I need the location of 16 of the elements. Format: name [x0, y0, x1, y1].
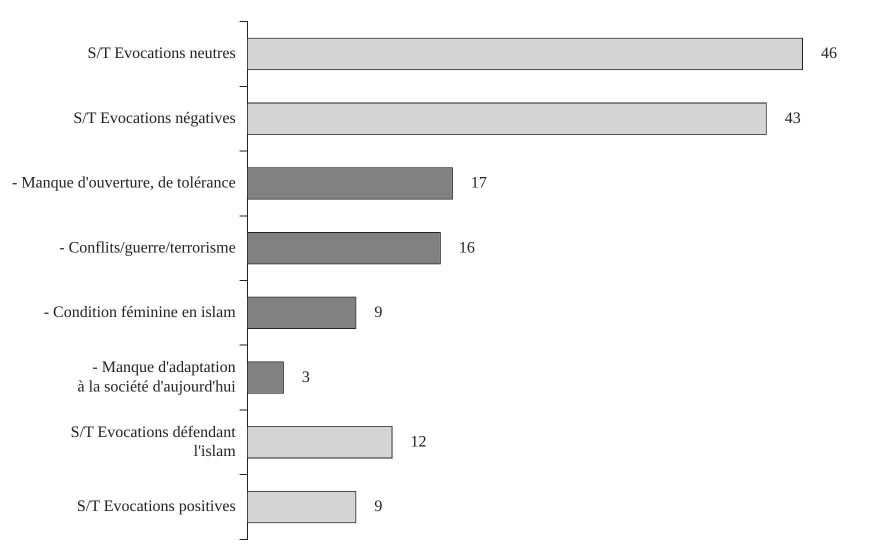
- data-label: 3: [302, 368, 310, 386]
- data-label: 9: [374, 304, 382, 322]
- y-tick-label: - Manque d'ouverture, de tolérance: [12, 174, 236, 192]
- data-label: 16: [458, 239, 475, 256]
- data-label: 46: [821, 45, 837, 62]
- data-label: 17: [470, 174, 487, 192]
- y-tick-label: S/T Evocations défendant l'islam: [70, 424, 236, 460]
- y-tick-label: S/T Evocations positives: [76, 498, 236, 516]
- y-tick-label: S/T Evocations négatives: [73, 110, 236, 127]
- y-tick-label: - Conflits/guerre/terrorisme: [59, 239, 236, 256]
- y-tick-label: - Condition féminine en islam: [44, 304, 236, 322]
- data-label: 12: [410, 434, 427, 451]
- data-label: 43: [784, 110, 801, 127]
- data-label: 9: [374, 498, 382, 516]
- y-tick-label: - Manque d'adaptation à la société d'aujourd'hui: [78, 359, 236, 396]
- y-tick-label: S/T Evocations neutres: [88, 45, 236, 62]
